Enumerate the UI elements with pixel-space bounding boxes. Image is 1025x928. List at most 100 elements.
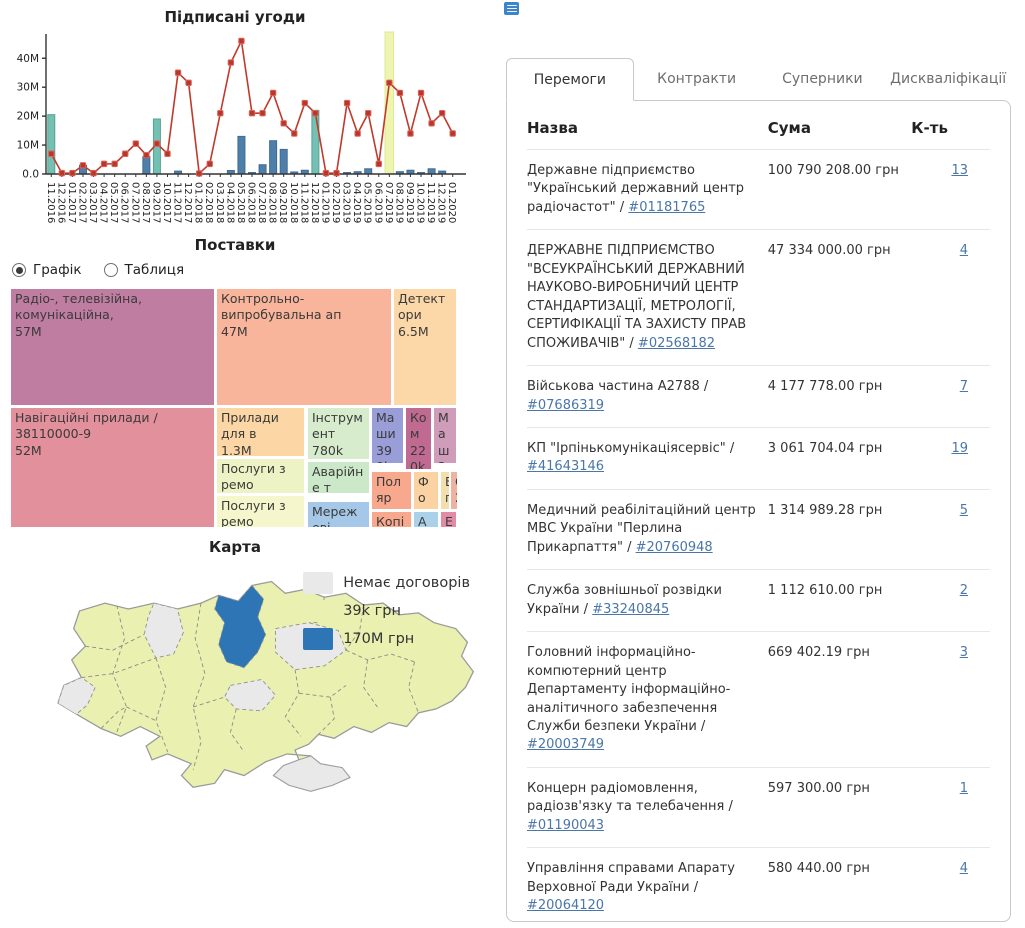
line-point[interactable] [79, 162, 87, 169]
line-point[interactable] [90, 169, 97, 177]
treemap-tile[interactable]: Детектори 6.5M [393, 288, 457, 406]
line-point[interactable] [100, 160, 108, 168]
edrpou-link[interactable]: #41643146 [527, 459, 605, 475]
edrpou-link[interactable]: #20760948 [635, 539, 713, 555]
line-point[interactable] [291, 130, 298, 137]
line-point[interactable] [143, 151, 150, 159]
line-point[interactable] [449, 130, 456, 137]
treemap-tile[interactable]: Навігаційні прилади / 38110000-9 52M [10, 407, 215, 528]
line-point[interactable] [343, 99, 351, 107]
panel-menu-icon[interactable] [504, 2, 519, 15]
bar[interactable] [47, 114, 56, 175]
count-link[interactable]: 5 [959, 502, 968, 518]
line-point[interactable] [248, 110, 256, 117]
line-point[interactable] [174, 69, 182, 76]
line-point[interactable] [396, 89, 404, 97]
line-point[interactable] [238, 37, 245, 45]
map-section: Карта [0, 538, 500, 800]
bar[interactable] [269, 140, 278, 175]
line-point[interactable] [365, 110, 372, 117]
line-point[interactable] [354, 130, 361, 137]
line-point[interactable] [428, 120, 435, 127]
line-point[interactable] [122, 150, 129, 157]
edrpou-link[interactable]: #07686319 [527, 397, 605, 413]
line-point[interactable] [407, 130, 414, 137]
line-point[interactable] [132, 140, 139, 147]
radio-table[interactable]: Таблиця [103, 262, 184, 278]
line-point[interactable] [386, 79, 393, 87]
treemap-tile[interactable]: Радіо-, телевізійна, комунікаційна, 57M [10, 288, 215, 406]
line-point[interactable] [217, 110, 224, 117]
bar[interactable] [311, 109, 320, 175]
count-link[interactable]: 7 [959, 379, 968, 395]
line-point[interactable] [153, 140, 161, 147]
line-point[interactable] [69, 169, 76, 177]
bar[interactable] [237, 135, 246, 175]
treemap-tile[interactable]: Ком 220k [405, 407, 432, 470]
treemap-tile[interactable]: Поляр200k [371, 471, 412, 510]
treemap-tile[interactable]: Копію [371, 511, 412, 528]
treemap-tile[interactable]: Контрольно-випробувальна ап 47M [216, 288, 392, 406]
edrpou-link[interactable]: #01181765 [628, 199, 706, 215]
radio-graph[interactable]: Графік [12, 262, 82, 278]
treemap-tile[interactable]: Еле [440, 511, 457, 528]
edrpou-link[interactable]: #20064120 [527, 898, 605, 914]
treemap-tile[interactable]: Аку [413, 511, 439, 528]
count-link[interactable]: 4 [959, 243, 968, 259]
line-point[interactable] [111, 160, 118, 168]
line-point[interactable] [322, 169, 330, 177]
line-point[interactable] [185, 79, 192, 87]
treemap-tile[interactable]: Послуги з ремо970k [216, 458, 305, 494]
line-point[interactable] [164, 150, 171, 157]
line-point[interactable] [333, 169, 340, 177]
line-point[interactable] [227, 59, 235, 66]
line-point[interactable] [417, 89, 425, 97]
treemap-tile[interactable]: Мережеві420k [307, 501, 370, 528]
bar[interactable] [279, 148, 288, 175]
line-point[interactable] [312, 110, 319, 117]
bar[interactable] [142, 156, 151, 175]
region-no-contracts-crimea[interactable] [272, 755, 351, 792]
tab-Дискваліфікації[interactable]: Дискваліфікації [890, 71, 1007, 87]
table-row: Військова частина А2788 / #07686319 4 177… [527, 365, 990, 428]
line-point[interactable] [48, 150, 55, 157]
treemap-tile[interactable]: Маш200 [433, 407, 457, 464]
line-point[interactable] [269, 89, 277, 97]
treemap-tile[interactable]: Послуги з ремо810k [216, 495, 305, 528]
line-point[interactable] [58, 169, 66, 177]
edrpou-link[interactable]: #20003749 [527, 737, 605, 753]
line-point[interactable] [259, 110, 266, 117]
edrpou-link[interactable]: #02568182 [637, 335, 715, 351]
edrpou-link[interactable]: #01190043 [527, 817, 605, 833]
count-link[interactable]: 4 [959, 861, 968, 877]
count-link[interactable]: 19 [951, 440, 968, 456]
tab-Контракти[interactable]: Контракти [657, 71, 737, 87]
line-point[interactable] [301, 99, 309, 107]
radio-icon[interactable] [103, 263, 118, 277]
treemap-tile[interactable]: С29 [450, 471, 457, 510]
region-no-contracts-center[interactable] [223, 679, 277, 712]
tab-Суперники[interactable]: Суперники [782, 71, 863, 87]
bar[interactable] [258, 164, 267, 175]
bar[interactable] [364, 168, 373, 175]
region-no-contracts-nw[interactable] [143, 602, 184, 659]
count-link[interactable]: 3 [959, 645, 968, 661]
radio-icon[interactable] [12, 263, 26, 277]
treemap-tile[interactable]: Маши390k [371, 407, 404, 464]
count-link[interactable]: 13 [951, 163, 968, 178]
treemap-tile[interactable]: Фо53 [413, 471, 439, 510]
line-point[interactable] [206, 160, 213, 168]
tab-Перемоги[interactable]: Перемоги [506, 58, 634, 101]
count-link[interactable]: 2 [959, 583, 968, 599]
line-point[interactable] [280, 120, 287, 127]
line-point[interactable] [195, 170, 203, 177]
line-point[interactable] [375, 160, 382, 168]
edrpou-link[interactable]: #33240845 [592, 601, 670, 617]
treemap-tile[interactable]: Прилади для в 1.3M [216, 407, 305, 457]
treemap-tile[interactable]: Ег32 [440, 471, 450, 510]
count-link[interactable]: 1 [959, 780, 968, 796]
bar[interactable] [427, 168, 436, 175]
treemap-tile[interactable]: Аварійне т530k [307, 461, 370, 494]
treemap-tile[interactable]: Інструмент 780k [307, 407, 370, 460]
line-point[interactable] [438, 110, 446, 117]
